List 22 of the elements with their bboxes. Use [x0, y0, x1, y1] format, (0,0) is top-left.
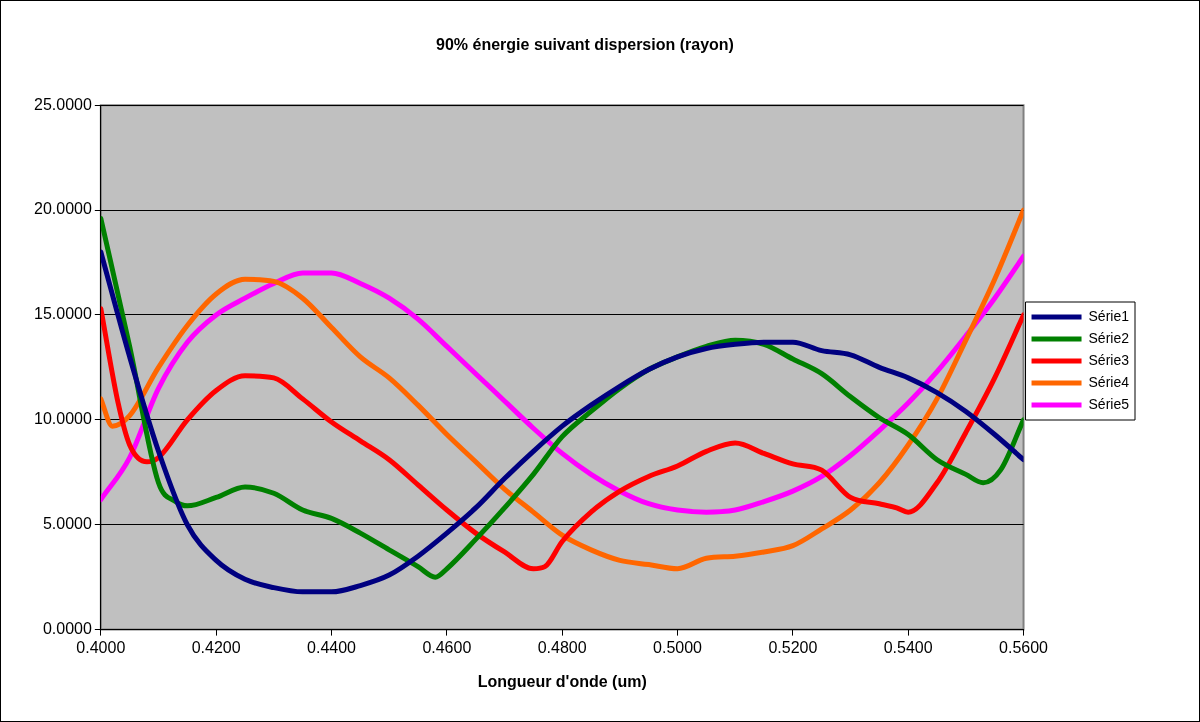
x-axis-title: Longueur d'onde (um): [477, 672, 647, 690]
legend-label: Série2: [1088, 329, 1130, 346]
y-tick-label: 15.0000: [33, 305, 92, 323]
y-tick-label: 10.0000: [33, 410, 92, 428]
legend-label: Série4: [1088, 373, 1130, 390]
legend-label: Série5: [1088, 395, 1130, 412]
y-tick-label: 25.0000: [33, 95, 92, 113]
x-tick-label: 0.5000: [653, 638, 703, 656]
y-tick-label: 5.0000: [42, 515, 92, 533]
x-tick-label: 0.4800: [537, 638, 587, 656]
x-tick-label: 0.4400: [307, 638, 357, 656]
legend-label: Série3: [1088, 351, 1130, 368]
y-tick-label: 20.0000: [33, 200, 92, 218]
x-tick-label: 0.4200: [191, 638, 241, 656]
x-tick-label: 0.5400: [883, 638, 933, 656]
chart-title: 90% énergie suivant dispersion (rayon): [436, 36, 734, 54]
y-tick-label: 0.0000: [42, 620, 92, 638]
legend-label: Série1: [1088, 307, 1130, 324]
x-tick-label: 0.5600: [999, 638, 1049, 656]
x-tick-label: 0.4000: [76, 638, 126, 656]
x-tick-label: 0.4600: [422, 638, 472, 656]
x-tick-label: 0.5200: [768, 638, 818, 656]
